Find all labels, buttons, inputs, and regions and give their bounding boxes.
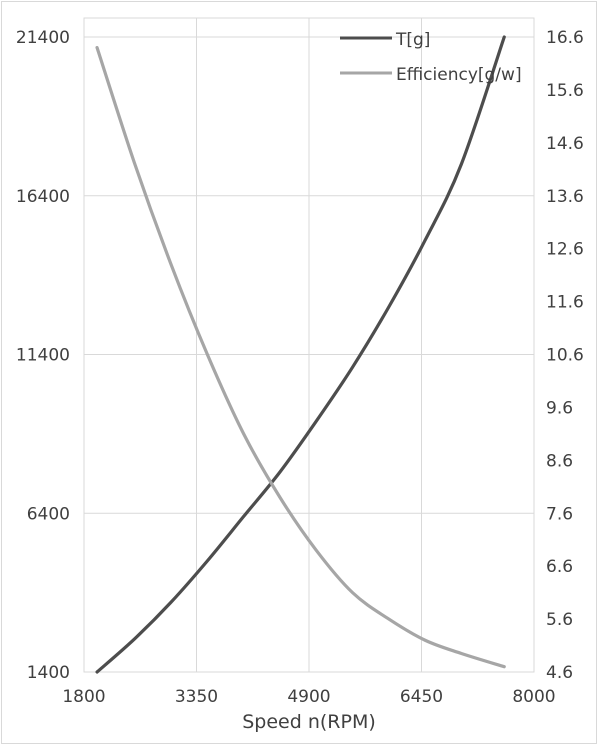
legend: T[g] Efficiency[g/w] bbox=[340, 30, 522, 85]
left-y-tick-label: 11400 bbox=[16, 346, 70, 366]
right-y-tick-label: 16.6 bbox=[546, 28, 584, 48]
right-y-tick-label: 12.6 bbox=[546, 240, 584, 260]
right-y-tick-label: 4.6 bbox=[546, 663, 573, 683]
series-line-efficiency bbox=[95, 45, 506, 669]
left-y-tick-label: 1400 bbox=[27, 663, 70, 683]
right-y-tick-label: 7.6 bbox=[546, 504, 573, 524]
series-lines bbox=[95, 35, 506, 674]
right-y-axis-ticks: 4.6 5.6 6.6 7.6 8.6 9.6 10.6 11.6 12.6 13.6 14.6 15… bbox=[546, 28, 584, 683]
left-y-axis-ticks: 1400 6400 11400 16400 21400 bbox=[16, 28, 70, 683]
gridlines bbox=[83, 17, 535, 673]
x-tick-label: 1800 bbox=[62, 687, 105, 707]
right-y-tick-label: 9.6 bbox=[546, 398, 573, 418]
right-y-tick-label: 5.6 bbox=[546, 610, 573, 630]
right-y-tick-label: 11.6 bbox=[546, 293, 584, 313]
x-tick-label: 3350 bbox=[175, 687, 218, 707]
series-line-thrust bbox=[95, 35, 506, 674]
right-y-tick-label: 13.6 bbox=[546, 187, 584, 207]
right-y-tick-label: 8.6 bbox=[546, 451, 573, 471]
legend-label-efficiency: Efficiency[g/w] bbox=[396, 65, 522, 85]
right-y-tick-label: 14.6 bbox=[546, 134, 584, 154]
left-y-tick-label: 16400 bbox=[16, 187, 70, 207]
legend-label-t: T[g] bbox=[395, 30, 430, 50]
right-y-tick-label: 15.6 bbox=[546, 81, 584, 101]
right-y-tick-label: 6.6 bbox=[546, 557, 573, 577]
left-y-tick-label: 6400 bbox=[27, 504, 70, 524]
x-tick-label: 8000 bbox=[512, 687, 555, 707]
right-y-tick-label: 10.6 bbox=[546, 346, 584, 366]
x-tick-label: 4900 bbox=[287, 687, 330, 707]
x-tick-label: 6450 bbox=[400, 687, 443, 707]
x-axis-title: Speed n(RPM) bbox=[242, 711, 376, 733]
left-y-tick-label: 21400 bbox=[16, 28, 70, 48]
x-axis-ticks: 1800 3350 4900 6450 8000 bbox=[62, 687, 555, 707]
